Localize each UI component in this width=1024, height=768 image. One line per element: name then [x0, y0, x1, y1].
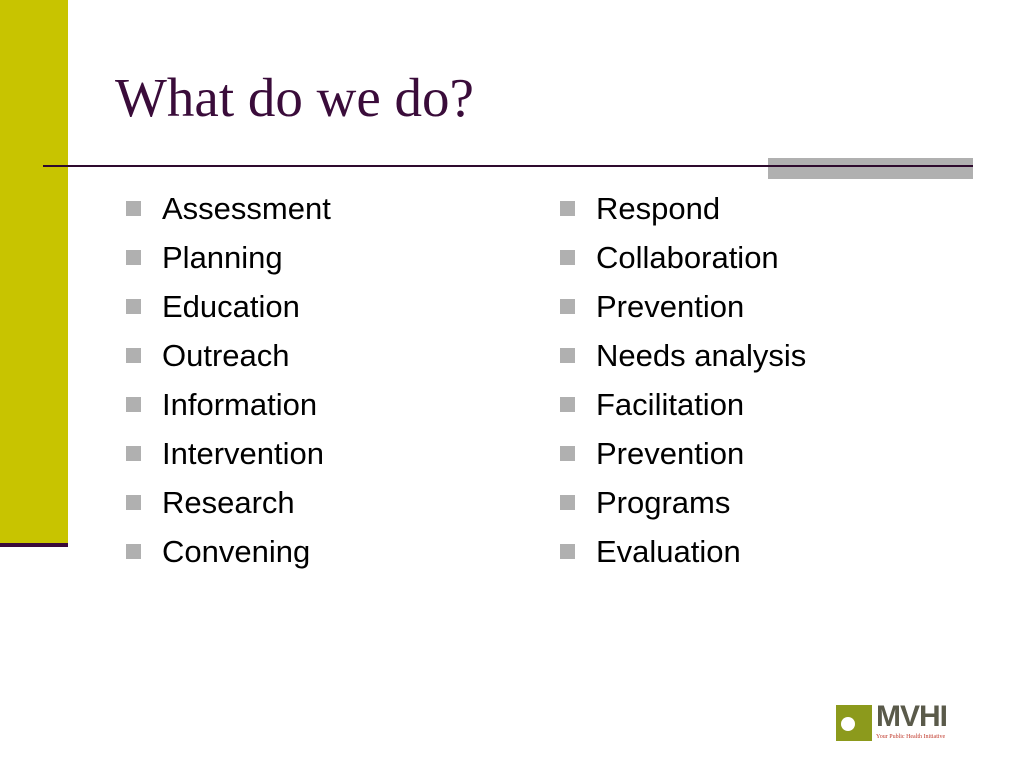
bullet-item: Collaboration	[560, 233, 806, 282]
bullet-item: Education	[126, 282, 331, 331]
bullet-item: Convening	[126, 527, 331, 576]
bullet-text: Information	[162, 386, 318, 422]
bullet-text: Prevention	[596, 435, 745, 471]
left-bullet-list: Assessment Planning Education Outreach Infor…	[126, 184, 331, 576]
bullet-text: Needs analysis	[596, 337, 807, 373]
right-bullet-list: Respond Collaboration Prevention Needs anal…	[560, 184, 806, 576]
logo-tagline: Your Public Health Initiative	[876, 734, 946, 740]
slide-title: What do we do?	[115, 67, 474, 128]
square-bullet-icon	[560, 495, 575, 510]
bullet-item: Prevention	[560, 282, 806, 331]
title-divider	[43, 165, 973, 167]
bullet-text: Research	[162, 484, 295, 520]
bullet-text: Programs	[596, 484, 731, 520]
bullet-item: Prevention	[560, 429, 806, 478]
square-bullet-icon	[126, 544, 141, 559]
bullet-item: Information	[126, 380, 331, 429]
square-bullet-icon	[126, 250, 141, 265]
bullet-item: Needs analysis	[560, 331, 806, 380]
bullet-item: Intervention	[126, 429, 331, 478]
sun-logo-icon	[836, 705, 872, 741]
sidebar-underline	[0, 543, 68, 547]
square-bullet-icon	[560, 201, 575, 216]
bullet-item: Respond	[560, 184, 806, 233]
square-bullet-icon	[560, 348, 575, 363]
mvhi-logo: MVHI Your Public Health Initiative	[836, 700, 968, 743]
bullet-text: Convening	[162, 533, 311, 569]
bullet-text: Intervention	[162, 435, 324, 471]
square-bullet-icon	[126, 348, 141, 363]
square-bullet-icon	[560, 544, 575, 559]
bullet-text: Prevention	[596, 288, 745, 324]
square-bullet-icon	[126, 446, 141, 461]
bullet-text: Collaboration	[596, 239, 779, 275]
square-bullet-icon	[560, 397, 575, 412]
bullet-text: Planning	[162, 239, 283, 275]
square-bullet-icon	[126, 299, 141, 314]
bullet-item: Facilitation	[560, 380, 806, 429]
bullet-text: Assessment	[162, 190, 331, 226]
logo-name: MVHI	[876, 700, 948, 733]
sidebar-accent-bar	[0, 0, 68, 543]
bullet-text: Respond	[596, 190, 721, 226]
bullet-text: Facilitation	[596, 386, 745, 422]
bullet-item: Research	[126, 478, 331, 527]
square-bullet-icon	[126, 495, 141, 510]
square-bullet-icon	[560, 446, 575, 461]
square-bullet-icon	[126, 201, 141, 216]
bullet-item: Outreach	[126, 331, 331, 380]
bullet-text: Education	[162, 288, 300, 324]
bullet-item: Evaluation	[560, 527, 806, 576]
title-accent-bar	[768, 158, 973, 179]
bullet-item: Assessment	[126, 184, 331, 233]
square-bullet-icon	[560, 299, 575, 314]
bullet-text: Outreach	[162, 337, 290, 373]
square-bullet-icon	[126, 397, 141, 412]
square-bullet-icon	[560, 250, 575, 265]
bullet-item: Planning	[126, 233, 331, 282]
bullet-item: Programs	[560, 478, 806, 527]
bullet-text: Evaluation	[596, 533, 741, 569]
